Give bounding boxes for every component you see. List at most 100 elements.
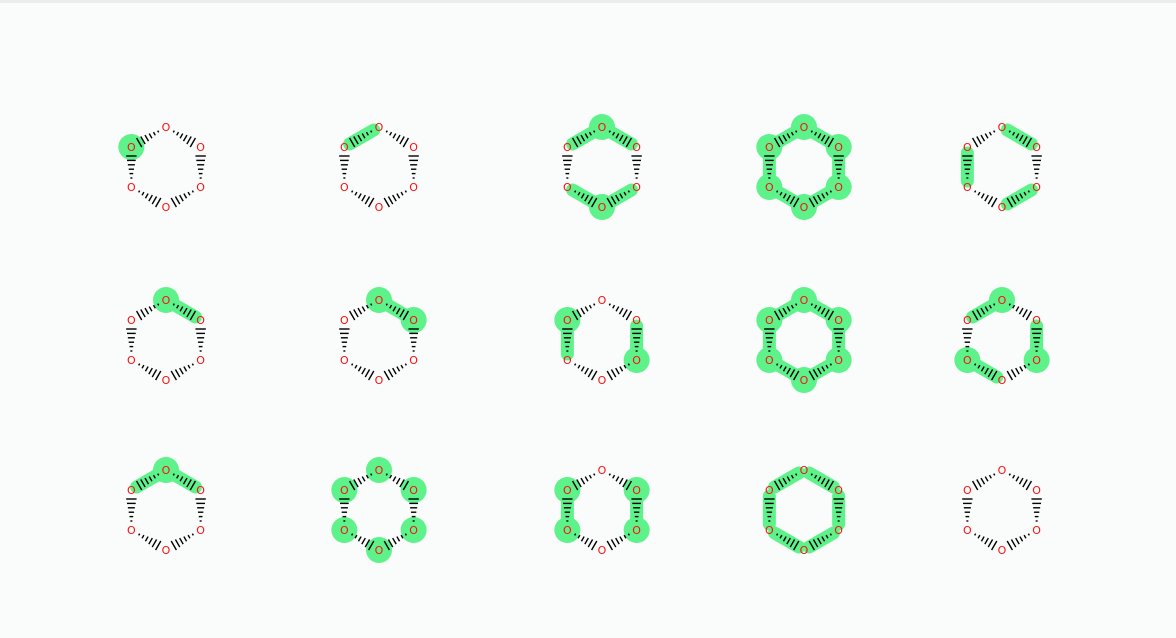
hatch-line	[571, 480, 579, 491]
hatch-line	[786, 133, 791, 139]
hatch-line	[829, 363, 832, 366]
hatch-line	[176, 304, 180, 309]
hatch-line	[157, 473, 160, 476]
oxygen-atom-label: O	[765, 524, 774, 537]
molecule-13: O O O O O O	[554, 464, 650, 557]
highlight-bond	[1000, 123, 1038, 151]
oxygen-atom-label: O	[1032, 181, 1041, 194]
hatch-line	[576, 479, 582, 488]
hatch-line	[779, 534, 783, 539]
hatch-line	[1018, 307, 1024, 315]
hatch-line	[135, 137, 143, 148]
hatch-line	[622, 136, 628, 145]
hatch-line	[174, 539, 181, 548]
hatch-line	[1008, 473, 1011, 476]
hatch-line	[186, 136, 192, 145]
hatch-line	[404, 190, 407, 193]
hatch-line	[817, 476, 822, 482]
highlight-atom	[1023, 347, 1050, 373]
highlight-atom	[589, 114, 615, 140]
oxygen-atom-label: O	[409, 484, 418, 497]
hatch-line	[383, 540, 391, 551]
hatch-line	[1010, 539, 1017, 548]
hatch-line	[148, 306, 153, 312]
oxygen-atom-label: O	[834, 314, 843, 327]
hatch-line	[608, 130, 611, 133]
hatch-line	[976, 309, 982, 318]
highlight-atom	[554, 517, 581, 543]
oxygen-atom-label: O	[162, 464, 171, 477]
hatch-line	[389, 304, 393, 309]
highlight-atom	[756, 347, 783, 373]
hatch-line	[144, 536, 149, 542]
hatch-line	[1015, 306, 1020, 312]
oxygen-atom-label: O	[998, 121, 1007, 134]
oxygen-atom-label: O	[632, 181, 641, 194]
hatch-line	[392, 537, 397, 545]
oxygen-atom-label: O	[834, 141, 843, 154]
hatch-line	[820, 134, 826, 142]
hatch-line	[154, 540, 162, 551]
hatch-line	[191, 363, 194, 366]
hatch-line	[790, 131, 794, 136]
hatch-line	[615, 194, 620, 202]
hatch-line	[182, 477, 188, 485]
hatch-line	[1008, 130, 1011, 133]
oxygen-atom-label: O	[598, 294, 607, 307]
hatch-line	[174, 196, 181, 205]
hatch-line	[619, 536, 624, 542]
oxygen-atom-label: O	[409, 181, 418, 194]
hatch-line	[782, 134, 788, 142]
molecule-10: O O O O O O	[954, 287, 1050, 387]
hatch-line	[577, 364, 581, 369]
hatch-line	[812, 539, 819, 548]
hatch-line	[135, 310, 143, 321]
hatch-line	[387, 539, 394, 548]
hatch-line	[817, 306, 822, 312]
hatch-line	[183, 366, 188, 372]
hatch-line	[170, 197, 178, 208]
highlight-atom	[791, 114, 817, 140]
oxygen-atom-label: O	[598, 374, 607, 387]
oxygen-atom-label: O	[998, 544, 1007, 557]
oxygen-atom-label: O	[409, 314, 418, 327]
hatch-line	[971, 310, 979, 321]
hatch-line	[971, 137, 979, 148]
hatch-line	[151, 539, 158, 548]
hatch-line	[618, 134, 624, 142]
hatch-line	[790, 474, 794, 479]
molecule-4: O O O O O O	[756, 114, 852, 220]
highlight-atom	[791, 287, 817, 313]
hatch-line	[610, 369, 617, 378]
hatch-line	[353, 479, 359, 488]
hatch-line	[584, 194, 589, 202]
oxygen-atom-label: O	[340, 181, 349, 194]
hatch-line	[776, 363, 779, 366]
oxygen-atom-label: O	[563, 141, 572, 154]
oxygen-atom-label: O	[963, 524, 972, 537]
oxygen-atom-label: O	[375, 464, 384, 477]
hatch-line	[402, 137, 410, 148]
hatch-line	[1027, 533, 1030, 536]
hatch-line	[189, 480, 197, 491]
oxygen-atom-label: O	[162, 121, 171, 134]
hatch-line	[778, 309, 784, 318]
hatch-line	[627, 533, 630, 536]
oxygen-atom-label: O	[834, 484, 843, 497]
hatch-line	[144, 134, 150, 142]
hatch-line	[370, 130, 373, 133]
hatch-line	[810, 473, 813, 476]
hatch-line	[776, 190, 779, 193]
hatch-line	[625, 137, 633, 148]
hatch-line	[792, 197, 800, 208]
hatch-line	[176, 474, 180, 479]
oxygen-atom-label: O	[800, 464, 809, 477]
molecule-7: O O O O O O	[339, 287, 427, 387]
hatch-line	[590, 197, 598, 208]
molecule-5: O O O O O O	[960, 121, 1042, 214]
hatch-line	[353, 136, 359, 145]
hatch-line	[808, 197, 816, 208]
hatch-line	[615, 367, 620, 375]
hatch-line	[144, 477, 150, 485]
hatch-line	[182, 307, 188, 315]
